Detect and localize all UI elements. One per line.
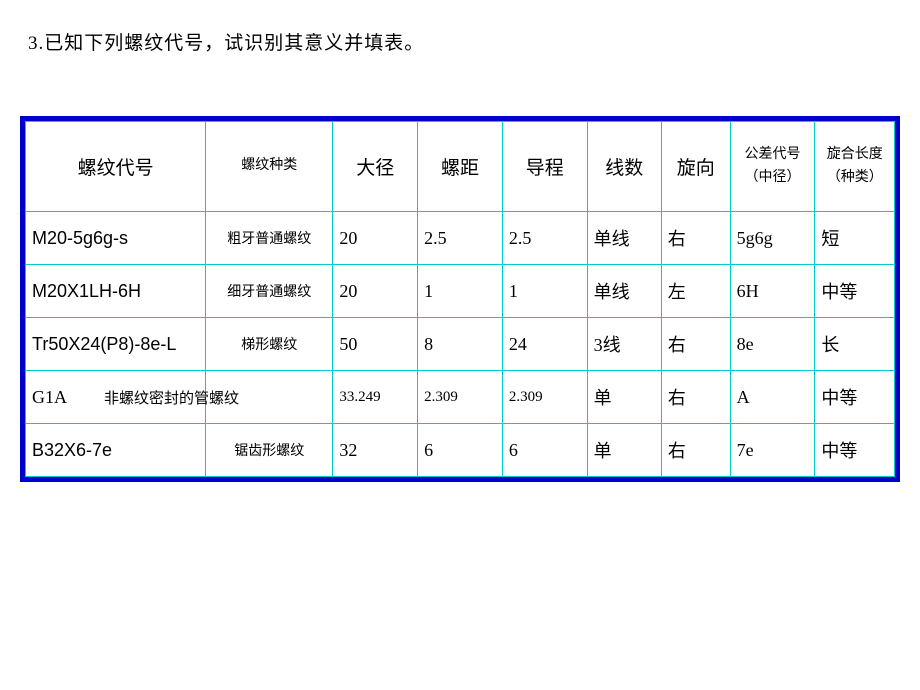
cell-type: 梯形螺纹 xyxy=(206,318,333,371)
cell-xuan: 右 xyxy=(661,371,730,424)
question-text: 3.已知下列螺纹代号，试识别其意义并填表。 xyxy=(28,28,424,55)
cell-xian: 单线 xyxy=(587,265,661,318)
cell-luoj: 1 xyxy=(418,265,503,318)
cell-xian: 单 xyxy=(587,371,661,424)
cell-code: Tr50X24(P8)-8e-L xyxy=(26,318,206,371)
cell-type-overflow: 非螺纹密封的管螺纹 xyxy=(104,387,239,408)
cell-code: M20X1LH-6H xyxy=(26,265,206,318)
cell-gc: 6H xyxy=(730,265,815,318)
header-luoj: 螺距 xyxy=(418,122,503,212)
cell-xuhe: 长 xyxy=(815,318,895,371)
header-xuan: 旋向 xyxy=(661,122,730,212)
thread-table-container: 螺纹代号 螺纹种类 大径 螺距 导程 线数 旋向 公差代号 （中径） 旋合长度 … xyxy=(20,116,900,482)
header-gc: 公差代号 （中径） xyxy=(730,122,815,212)
cell-xuan: 右 xyxy=(661,424,730,477)
header-xian: 线数 xyxy=(587,122,661,212)
cell-xuhe: 中等 xyxy=(815,371,895,424)
cell-xian: 单 xyxy=(587,424,661,477)
cell-luoj: 2.309 xyxy=(418,371,503,424)
cell-luoj: 8 xyxy=(418,318,503,371)
header-xuhe-line2: （种类） xyxy=(827,170,883,185)
cell-type: 锯齿形螺纹 xyxy=(206,424,333,477)
cell-daj: 32 xyxy=(333,424,418,477)
cell-gc: 8e xyxy=(730,318,815,371)
table-header-row: 螺纹代号 螺纹种类 大径 螺距 导程 线数 旋向 公差代号 （中径） 旋合长度 … xyxy=(26,122,895,212)
cell-xuhe: 短 xyxy=(815,212,895,265)
cell-xuan: 右 xyxy=(661,318,730,371)
cell-type: 细牙普通螺纹 xyxy=(206,265,333,318)
cell-daj: 50 xyxy=(333,318,418,371)
cell-daj: 20 xyxy=(333,265,418,318)
cell-daoc: 6 xyxy=(502,424,587,477)
thread-table: 螺纹代号 螺纹种类 大径 螺距 导程 线数 旋向 公差代号 （中径） 旋合长度 … xyxy=(25,121,895,477)
cell-daj: 33.249 xyxy=(333,371,418,424)
header-code: 螺纹代号 xyxy=(26,122,206,212)
cell-code: B32X6-7e xyxy=(26,424,206,477)
header-xuhe-line1: 旋合长度 xyxy=(827,147,883,162)
cell-gc: 7e xyxy=(730,424,815,477)
header-type: 螺纹种类 xyxy=(206,122,333,212)
table-row: M20-5g6g-s 粗牙普通螺纹 20 2.5 2.5 单线 右 5g6g 短 xyxy=(26,212,895,265)
header-daj: 大径 xyxy=(333,122,418,212)
table-row: B32X6-7e 锯齿形螺纹 32 6 6 单 右 7e 中等 xyxy=(26,424,895,477)
cell-daoc: 24 xyxy=(502,318,587,371)
cell-type: 粗牙普通螺纹 xyxy=(206,212,333,265)
cell-xian: 3线 xyxy=(587,318,661,371)
cell-daj: 20 xyxy=(333,212,418,265)
cell-daoc: 2.5 xyxy=(502,212,587,265)
cell-xuhe: 中等 xyxy=(815,424,895,477)
cell-luoj: 6 xyxy=(418,424,503,477)
cell-gc: 5g6g xyxy=(730,212,815,265)
cell-daoc: 2.309 xyxy=(502,371,587,424)
cell-xian: 单线 xyxy=(587,212,661,265)
header-gc-line2: （中径） xyxy=(745,170,801,185)
cell-daoc: 1 xyxy=(502,265,587,318)
cell-xuan: 左 xyxy=(661,265,730,318)
cell-xuhe: 中等 xyxy=(815,265,895,318)
cell-code: M20-5g6g-s xyxy=(26,212,206,265)
table-row: G1A 非螺纹密封的管螺纹 33.249 2.309 2.309 单 右 A 中… xyxy=(26,371,895,424)
cell-luoj: 2.5 xyxy=(418,212,503,265)
header-gc-line1: 公差代号 xyxy=(745,147,801,162)
header-xuhe: 旋合长度 （种类） xyxy=(815,122,895,212)
cell-gc: A xyxy=(730,371,815,424)
table-row: Tr50X24(P8)-8e-L 梯形螺纹 50 8 24 3线 右 8e 长 xyxy=(26,318,895,371)
header-daoc: 导程 xyxy=(502,122,587,212)
table-row: M20X1LH-6H 细牙普通螺纹 20 1 1 单线 左 6H 中等 xyxy=(26,265,895,318)
cell-code: G1A 非螺纹密封的管螺纹 xyxy=(26,371,206,424)
cell-code-text: G1A xyxy=(32,387,67,407)
cell-xuan: 右 xyxy=(661,212,730,265)
